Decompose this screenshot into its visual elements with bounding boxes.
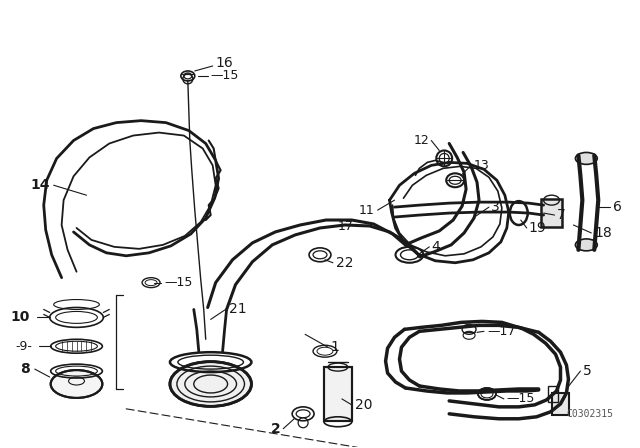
Text: 2: 2 <box>271 422 280 436</box>
Text: 12: 12 <box>413 134 429 147</box>
Text: —17: —17 <box>487 325 515 338</box>
Bar <box>548 386 557 402</box>
Text: 17: 17 <box>338 220 354 233</box>
Text: 22: 22 <box>336 256 353 270</box>
Text: 3: 3 <box>491 200 500 214</box>
Ellipse shape <box>575 239 597 251</box>
Ellipse shape <box>170 362 252 406</box>
Bar <box>552 393 570 415</box>
Text: C0302315: C0302315 <box>566 409 613 419</box>
Text: 20: 20 <box>355 398 372 412</box>
Text: 6: 6 <box>613 200 622 214</box>
Text: 8: 8 <box>20 362 30 376</box>
Bar <box>324 366 352 421</box>
Text: 14: 14 <box>30 178 50 192</box>
Text: 7: 7 <box>557 208 565 222</box>
Text: -9-: -9- <box>15 340 32 353</box>
Text: 16: 16 <box>216 56 234 70</box>
Ellipse shape <box>51 370 102 398</box>
Text: 10: 10 <box>10 310 30 324</box>
Text: —15: —15 <box>164 276 193 289</box>
Text: 21: 21 <box>228 302 246 316</box>
Text: 18: 18 <box>595 226 612 240</box>
Text: —15: —15 <box>507 392 535 405</box>
Ellipse shape <box>575 152 597 164</box>
Text: 19: 19 <box>529 221 547 235</box>
Text: 13: 13 <box>474 159 490 172</box>
Text: —15: —15 <box>211 69 239 82</box>
Bar <box>541 199 563 227</box>
Bar <box>324 366 352 421</box>
Text: 11: 11 <box>359 203 374 216</box>
Text: 1: 1 <box>330 340 339 354</box>
Text: 5: 5 <box>583 364 592 378</box>
Text: 4: 4 <box>431 240 440 254</box>
